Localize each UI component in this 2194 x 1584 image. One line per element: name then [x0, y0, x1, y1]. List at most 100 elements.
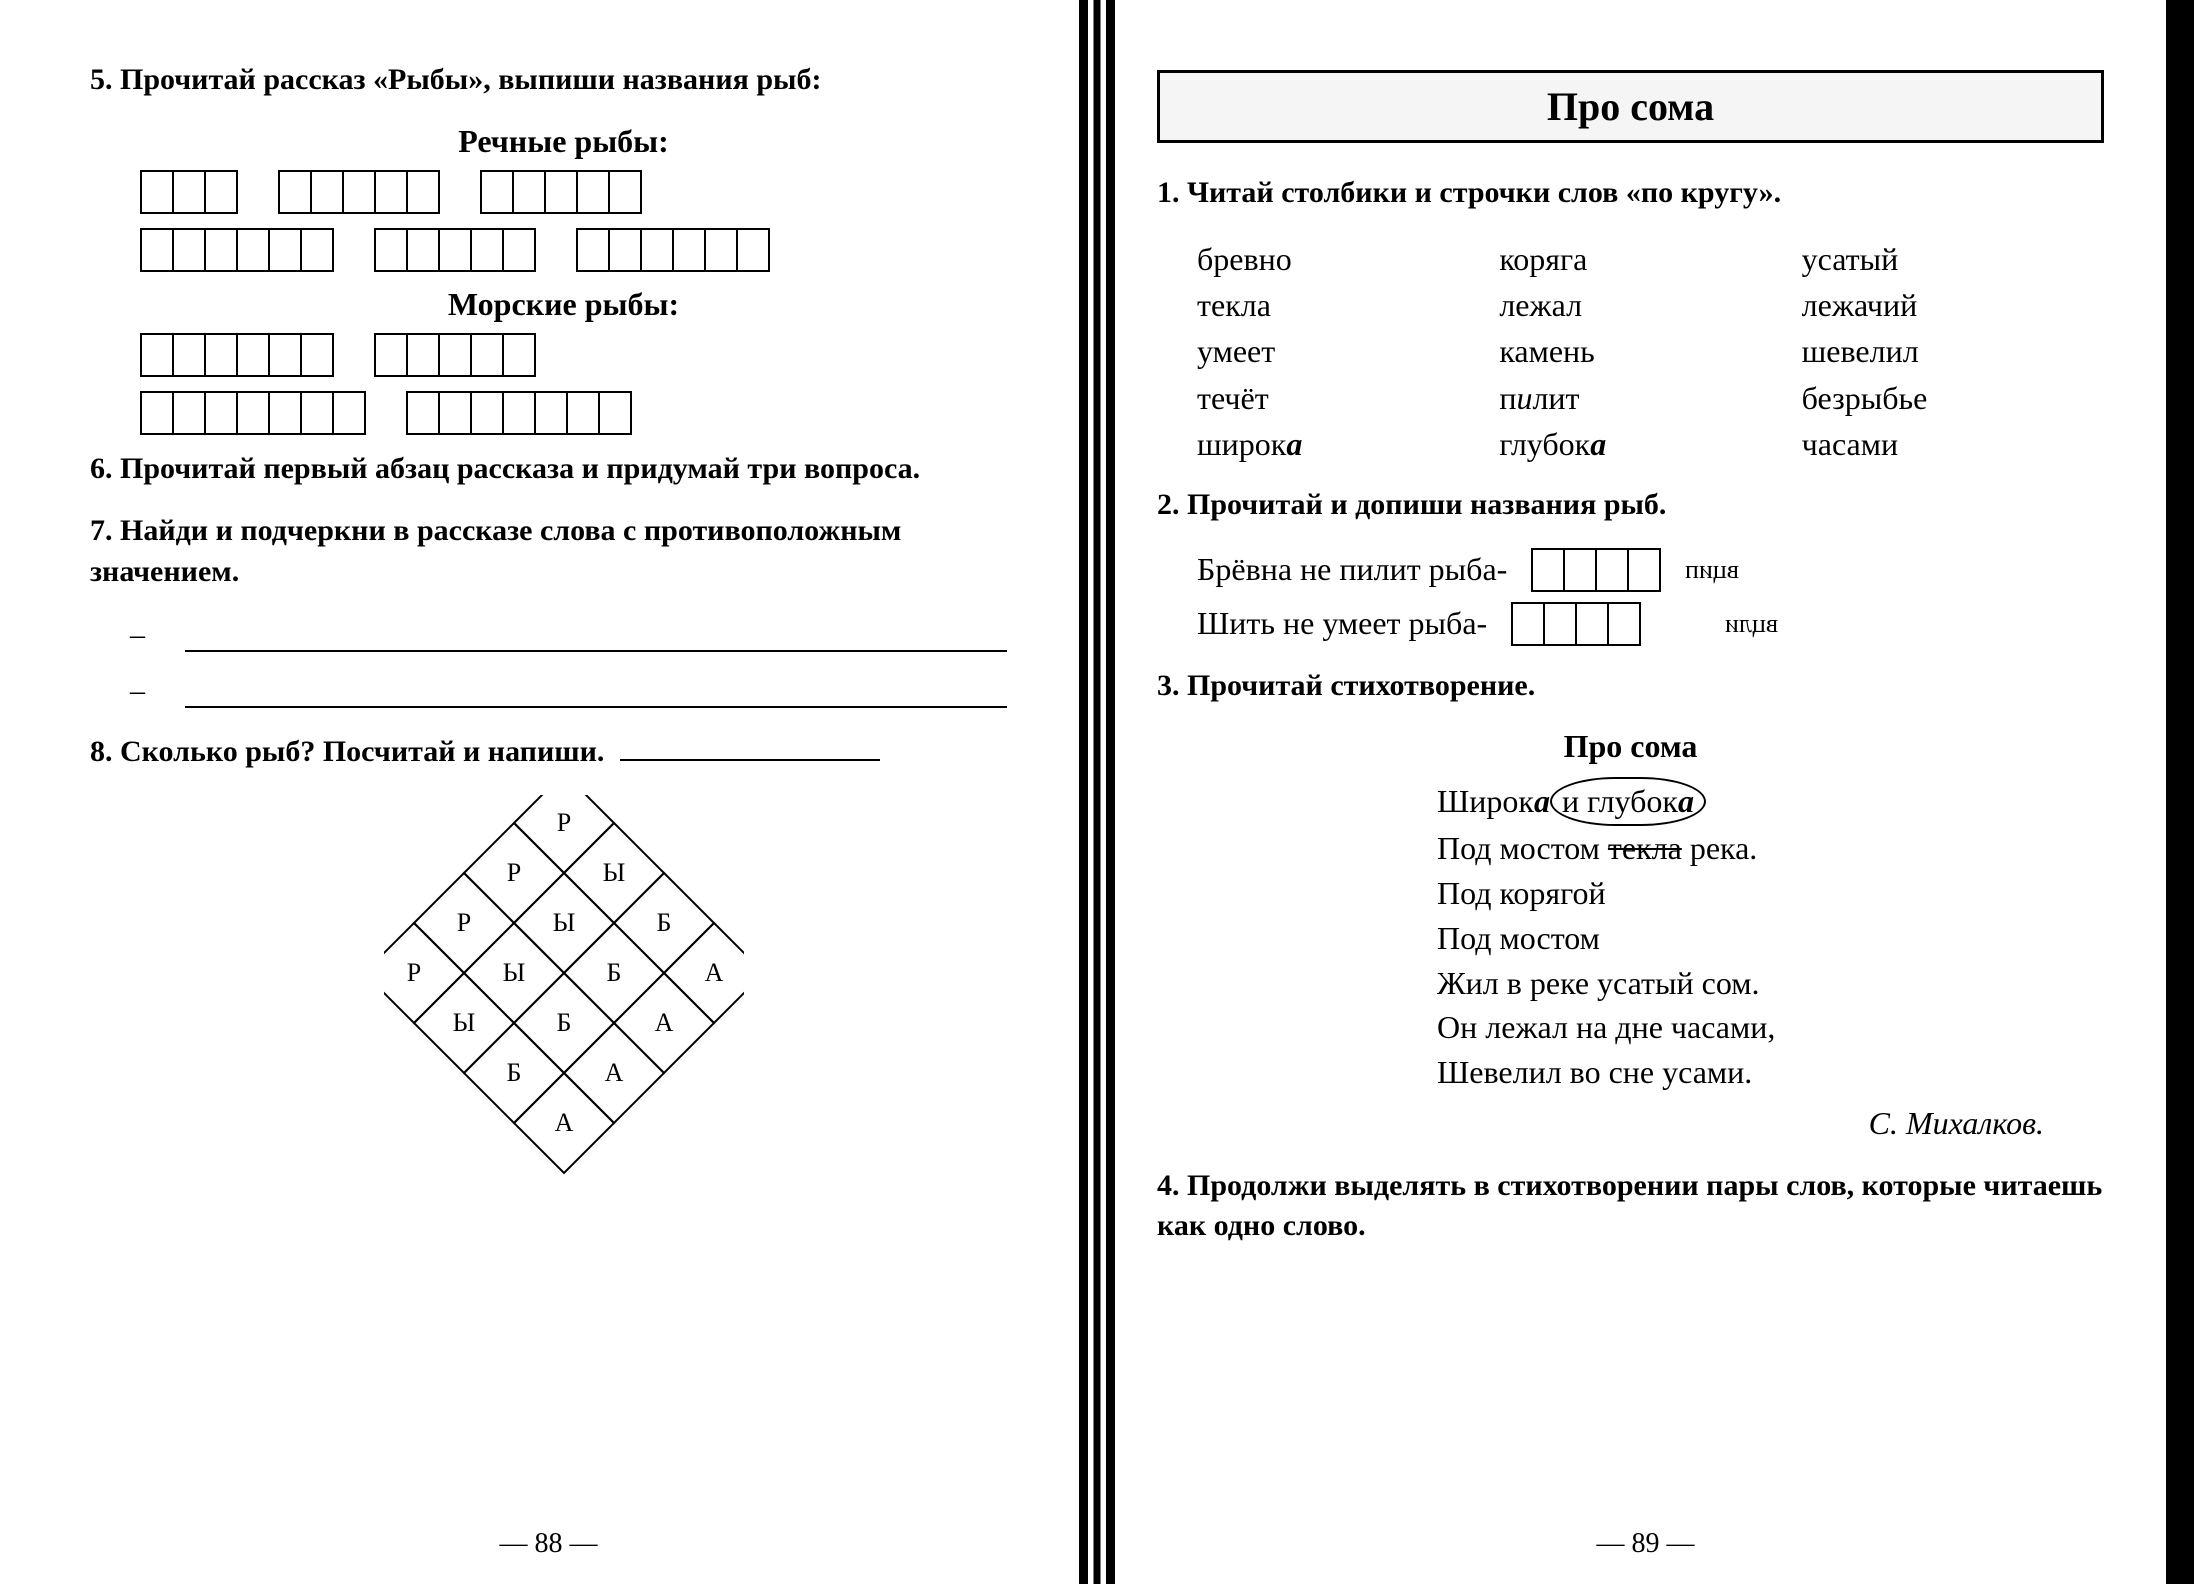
- box-row: [140, 333, 1037, 377]
- word: широка: [1197, 421, 1499, 467]
- diamond-puzzle: РРЫРЫБРЫБАЫБАБАА: [90, 795, 1037, 1175]
- poem-line: Под корягой: [1437, 871, 2104, 916]
- word: бревно: [1197, 236, 1499, 282]
- poem-line: Он лежал на дне часами,: [1437, 1005, 2104, 1050]
- task4r-text: Продолжи выделять в стихотворении пары с…: [1157, 1169, 2102, 1243]
- box-row: [140, 391, 1037, 435]
- diamond-svg: РРЫРЫБРЫБАЫБАБАА: [384, 795, 744, 1175]
- col-1: бревно текла умеет течёт широка: [1197, 236, 1499, 468]
- heading-sea: Морские рыбы:: [90, 286, 1037, 323]
- task8-num: 8.: [90, 735, 113, 768]
- page-right: Про сома 1. Читай столбики и строчки сло…: [1097, 0, 2194, 1584]
- svg-text:Ы: Ы: [452, 1007, 475, 1036]
- svg-text:Б: Б: [606, 957, 621, 986]
- svg-text:Ы: Ы: [602, 857, 625, 886]
- poem-line: Широкаи глубока: [1437, 777, 2104, 826]
- letter-boxes[interactable]: [374, 228, 536, 272]
- fill-row-1: Брёвна не пилит рыба- вцип: [1197, 548, 2104, 592]
- task4r-num: 4.: [1157, 1169, 1180, 1202]
- blank-answer[interactable]: [620, 759, 880, 761]
- svg-text:Р: Р: [556, 807, 570, 836]
- task-2r: 2. Прочитай и допиши названия рыб.: [1157, 485, 2104, 526]
- fill2-boxes[interactable]: [1511, 602, 1641, 646]
- answer-lines: – –: [130, 614, 1037, 708]
- svg-text:Б: Б: [556, 1007, 571, 1036]
- poem-author: С. Михалков.: [1437, 1101, 2044, 1146]
- svg-text:А: А: [554, 1107, 573, 1136]
- task8-text: Сколько рыб? Посчитай и напиши.: [120, 735, 604, 768]
- word: лежачий: [1802, 282, 2104, 328]
- task6-text: Прочитай первый абзац рассказа и придума…: [120, 452, 920, 485]
- page-edge: [2166, 0, 2194, 1584]
- fill-row-2: Шить не умеет рыба- вцли: [1197, 602, 2104, 646]
- word: глубока: [1499, 421, 1801, 467]
- task6-num: 6.: [90, 452, 113, 485]
- word: текла: [1197, 282, 1499, 328]
- svg-text:А: А: [604, 1057, 623, 1086]
- fill1-hint: вцип: [1685, 555, 1739, 585]
- letter-boxes[interactable]: [140, 170, 238, 214]
- poem-line: Шевелил во сне усами.: [1437, 1050, 2104, 1095]
- task-4r: 4. Продолжи выделять в стихотворении пар…: [1157, 1166, 2104, 1247]
- fill1-boxes[interactable]: [1531, 548, 1661, 592]
- poem: Широкаи глубока Под мостом текла река. П…: [1437, 777, 2104, 1145]
- page-number-right: — 89 —: [1097, 1528, 2194, 1560]
- fill2-hint: вцли: [1725, 609, 1778, 639]
- letter-boxes[interactable]: [406, 391, 632, 435]
- letter-boxes[interactable]: [140, 333, 334, 377]
- task5-num: 5.: [90, 63, 113, 96]
- task2r-num: 2.: [1157, 488, 1180, 521]
- letter-boxes[interactable]: [480, 170, 642, 214]
- letter-boxes[interactable]: [278, 170, 440, 214]
- letter-boxes[interactable]: [576, 228, 770, 272]
- page-number-left: — 88 —: [0, 1528, 1097, 1560]
- box-row: [140, 228, 1037, 272]
- task-7: 7. Найди и подчеркни в рассказе слова с …: [90, 511, 1037, 592]
- svg-text:Б: Б: [506, 1057, 521, 1086]
- poem-line: Под мостом текла река.: [1437, 826, 2104, 871]
- task-3r: 3. Прочитай стихотворение.: [1157, 666, 2104, 707]
- book-spine: [1079, 0, 1115, 1584]
- task3r-text: Прочитай стихотворение.: [1187, 669, 1535, 702]
- task3r-num: 3.: [1157, 669, 1180, 702]
- word: камень: [1499, 328, 1801, 374]
- poem-line: Жил в реке усатый сом.: [1437, 961, 2104, 1006]
- letter-boxes[interactable]: [140, 228, 334, 272]
- svg-text:Р: Р: [406, 957, 420, 986]
- col-2: коряга лежал камень пилит глубока: [1499, 236, 1801, 468]
- task-5: 5. Прочитай рассказ «Рыбы», выпиши назва…: [90, 60, 1037, 101]
- task5-text: Прочитай рассказ «Рыбы», выпиши названия…: [120, 63, 821, 96]
- poem-line: Под мостом: [1437, 916, 2104, 961]
- task7-num: 7.: [90, 514, 113, 547]
- svg-text:А: А: [704, 957, 723, 986]
- task1r-num: 1.: [1157, 176, 1180, 209]
- blank-line[interactable]: [185, 614, 1007, 652]
- svg-text:Р: Р: [456, 907, 470, 936]
- word: безрыбье: [1802, 375, 2104, 421]
- svg-text:Б: Б: [656, 907, 671, 936]
- task-1r: 1. Читай столбики и строчки слов «по кру…: [1157, 173, 2104, 214]
- svg-text:Ы: Ы: [502, 957, 525, 986]
- letter-boxes[interactable]: [374, 333, 536, 377]
- page-left: 5. Прочитай рассказ «Рыбы», выпиши назва…: [0, 0, 1097, 1584]
- word: шевелил: [1802, 328, 2104, 374]
- sea-boxes: [90, 333, 1037, 435]
- letter-boxes[interactable]: [140, 391, 366, 435]
- fill2-prompt: Шить не умеет рыба-: [1197, 605, 1487, 642]
- task2r-text: Прочитай и допиши названия рыб.: [1187, 488, 1666, 521]
- svg-text:Р: Р: [506, 857, 520, 886]
- word: течёт: [1197, 375, 1499, 421]
- task1r-text: Читай столбики и строчки слов «по кругу»…: [1187, 176, 1781, 209]
- svg-text:А: А: [654, 1007, 673, 1036]
- poem-title: Про сома: [1157, 728, 2104, 765]
- word-columns: бревно текла умеет течёт широка коряга л…: [1197, 236, 2104, 468]
- word: усатый: [1802, 236, 2104, 282]
- river-boxes: [90, 170, 1037, 272]
- word: умеет: [1197, 328, 1499, 374]
- blank-line[interactable]: [185, 670, 1007, 708]
- box-row: [140, 170, 1037, 214]
- word: коряга: [1499, 236, 1801, 282]
- col-3: усатый лежачий шевелил безрыбье часами: [1802, 236, 2104, 468]
- task-8: 8. Сколько рыб? Посчитай и напиши.: [90, 732, 1037, 773]
- word: лежал: [1499, 282, 1801, 328]
